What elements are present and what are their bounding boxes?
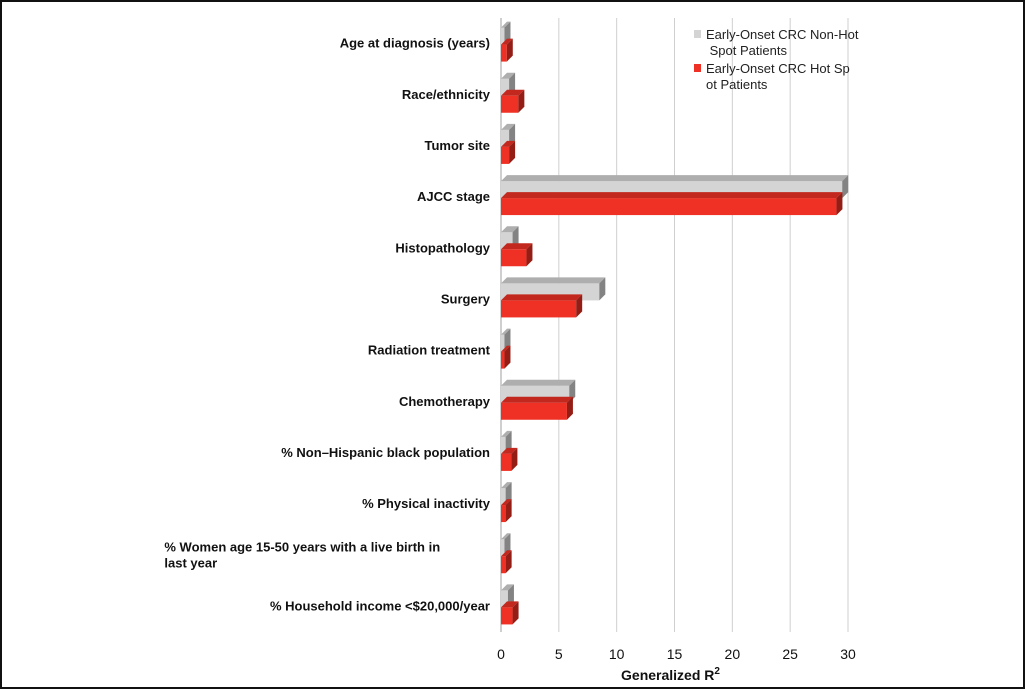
x-axis-title: Generalized R2	[621, 666, 720, 683]
bar-hotspot-top	[501, 601, 519, 608]
category-label: Radiation treatment	[368, 343, 491, 358]
bar-non-hotspot-top	[501, 533, 511, 540]
category-label: Surgery	[441, 291, 491, 306]
bar-non-hotspot-top	[501, 123, 516, 130]
legend-swatch	[694, 30, 701, 38]
bar-hotspot-side	[505, 499, 512, 523]
category-label: Histopathology	[395, 240, 490, 255]
bar-hotspot-top	[501, 499, 512, 506]
bar-non-hotspot	[501, 539, 505, 557]
bar-hotspot	[501, 95, 519, 113]
x-tick-label: 10	[609, 646, 625, 662]
category-label: % Household income <$20,000/year	[270, 598, 490, 613]
bar-non-hotspot	[501, 334, 505, 352]
x-tick-label: 25	[782, 646, 798, 662]
bar-non-hotspot	[501, 78, 510, 96]
bar-hotspot-top	[501, 550, 512, 557]
bar-non-hotspot-top	[501, 379, 576, 386]
bar-non-hotspot-top	[501, 328, 511, 335]
category-label: % Physical inactivity	[362, 496, 491, 511]
bar-hotspot	[501, 402, 567, 420]
bar-hotspot	[501, 556, 506, 574]
bar-non-hotspot	[501, 27, 505, 45]
bar-hotspot	[501, 300, 577, 318]
bar-non-hotspot	[501, 129, 510, 147]
bar-hotspot-side	[566, 396, 573, 420]
bar-hotspot-side	[576, 294, 583, 318]
bar-hotspot	[501, 44, 507, 62]
bar-hotspot-side	[518, 89, 525, 113]
legend-swatch	[694, 64, 701, 72]
x-tick-label: 20	[725, 646, 741, 662]
bar-hotspot-top	[501, 243, 533, 250]
bar-non-hotspot-top	[501, 21, 511, 28]
x-tick-label: 15	[667, 646, 683, 662]
legend-label: Early-Onset CRC Hot Sp ot Patients	[706, 61, 850, 92]
bar-non-hotspot	[501, 488, 506, 506]
bar-hotspot-top	[501, 38, 513, 45]
bar-hotspot-side	[506, 38, 513, 62]
category-label: Age at diagnosis (years)	[340, 36, 490, 51]
bar-non-hotspot-side	[599, 277, 606, 301]
bar-hotspot-side	[512, 601, 519, 625]
bar-hotspot	[501, 249, 527, 267]
category-label: % Non–Hispanic black population	[281, 445, 490, 460]
bar-hotspot-side	[505, 550, 512, 574]
bar-non-hotspot-top	[501, 277, 606, 284]
x-tick-label: 0	[497, 646, 505, 662]
x-tick-label: 5	[555, 646, 563, 662]
bar-non-hotspot-top	[501, 482, 512, 489]
category-label: Tumor site	[425, 138, 491, 153]
bar-hotspot-side	[511, 447, 518, 471]
bar-hotspot	[501, 505, 506, 523]
bar-non-hotspot-side	[842, 175, 849, 199]
bar-non-hotspot-top	[501, 72, 516, 79]
bar-hotspot	[501, 146, 510, 164]
bar-non-hotspot	[501, 590, 508, 608]
category-label: % Women age 15-50 years with a live birt…	[164, 539, 440, 570]
legend-label: Early-Onset CRC Non-Hot Spot Patients	[706, 27, 859, 58]
category-label: Chemotherapy	[399, 394, 491, 409]
bar-non-hotspot	[501, 436, 506, 454]
bar-non-hotspot-top	[501, 226, 519, 233]
bar-hotspot	[501, 453, 512, 471]
bar-hotspot-side	[509, 140, 516, 164]
bar-hotspot-side	[836, 192, 843, 216]
bar-hotspot-top	[501, 396, 573, 403]
bar-hotspot	[501, 198, 837, 216]
bar-non-hotspot-top	[501, 430, 512, 437]
bar-non-hotspot	[501, 232, 513, 250]
bar-hotspot-top	[501, 89, 525, 96]
bar-non-hotspot-top	[501, 584, 514, 591]
bar-hotspot-side	[504, 345, 511, 369]
category-label: AJCC stage	[417, 189, 490, 204]
bar-hotspot-top	[501, 447, 518, 454]
bar-hotspot-top	[501, 140, 516, 147]
bar-hotspot-top	[501, 345, 511, 352]
bar-hotspot-top	[501, 294, 583, 301]
bar-hotspot	[501, 607, 513, 625]
bar-hotspot	[501, 351, 505, 369]
x-tick-label: 30	[840, 646, 856, 662]
bar-hotspot-side	[526, 243, 533, 267]
bar-non-hotspot-top	[501, 175, 849, 182]
bar-hotspot-top	[501, 192, 843, 199]
category-label: Race/ethnicity	[402, 87, 491, 102]
